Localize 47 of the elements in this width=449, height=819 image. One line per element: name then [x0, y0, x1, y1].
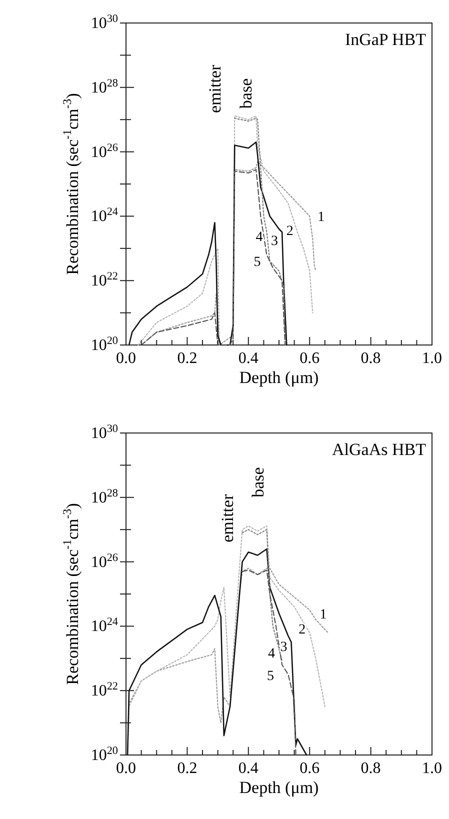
chart-title: InGaP HBT	[344, 30, 427, 49]
y-tick-label: 10$^{26}$	[90, 142, 118, 161]
annotation: base	[236, 78, 256, 109]
y-tick-label: 10$^{20}$	[90, 745, 118, 764]
x-tick-label: 0.4	[238, 760, 258, 777]
series-label: 4	[268, 646, 275, 662]
series-label: 3	[271, 234, 278, 250]
x-axis-title: Depth (μm)	[239, 368, 319, 387]
x-tick-label: 0.6	[300, 350, 320, 367]
x-tick-label: 0.2	[177, 350, 198, 367]
x-tick-label: 1.0	[422, 350, 442, 367]
series-label: 2	[286, 224, 294, 240]
annotation: emitter	[218, 494, 237, 542]
series-label: 5	[267, 668, 274, 684]
y-tick-label: 10$^{28}$	[90, 77, 118, 96]
y-tick-label: 10$^{30}$	[90, 423, 118, 442]
series-label: 4	[256, 230, 263, 246]
x-tick-label: 1.0	[422, 760, 442, 777]
series-label: 2	[298, 622, 306, 638]
series-label: 1	[320, 608, 327, 623]
y-tick-label: 10$^{20}$	[90, 335, 118, 354]
x-tick-label: 0.2	[177, 760, 198, 777]
line-series	[128, 141, 288, 346]
y-tick-label: 10$^{22}$	[90, 270, 118, 290]
series-label: 5	[254, 254, 261, 270]
x-tick-label: 0.0	[116, 350, 136, 367]
x-tick-label: 0.4	[238, 350, 258, 367]
line-series	[126, 548, 308, 756]
x-tick-label: 0.6	[300, 760, 320, 777]
x-tick-label: 0.8	[360, 350, 381, 367]
annotation: base	[248, 467, 268, 498]
chart-title: AlGaAs HBT	[332, 440, 427, 459]
line-series	[242, 529, 283, 662]
y-tick-label: 10$^{26}$	[90, 552, 118, 571]
series-label: 3	[280, 640, 288, 656]
y-tick-label: 10$^{24}$	[90, 616, 118, 636]
line-series	[140, 169, 286, 346]
y-tick-label: 10$^{30}$	[90, 13, 118, 32]
y-tick-label: 10$^{24}$	[90, 206, 118, 226]
x-axis-title: Depth (μm)	[239, 778, 319, 797]
line-series	[242, 570, 296, 756]
y-tick-label: 10$^{22}$	[90, 680, 118, 700]
y-tick-label: 10$^{28}$	[90, 487, 118, 506]
x-tick-label: 0.0	[116, 760, 136, 777]
series-label: 1	[318, 210, 325, 226]
x-tick-label: 0.8	[360, 760, 381, 777]
annotation: emitter	[206, 64, 225, 114]
